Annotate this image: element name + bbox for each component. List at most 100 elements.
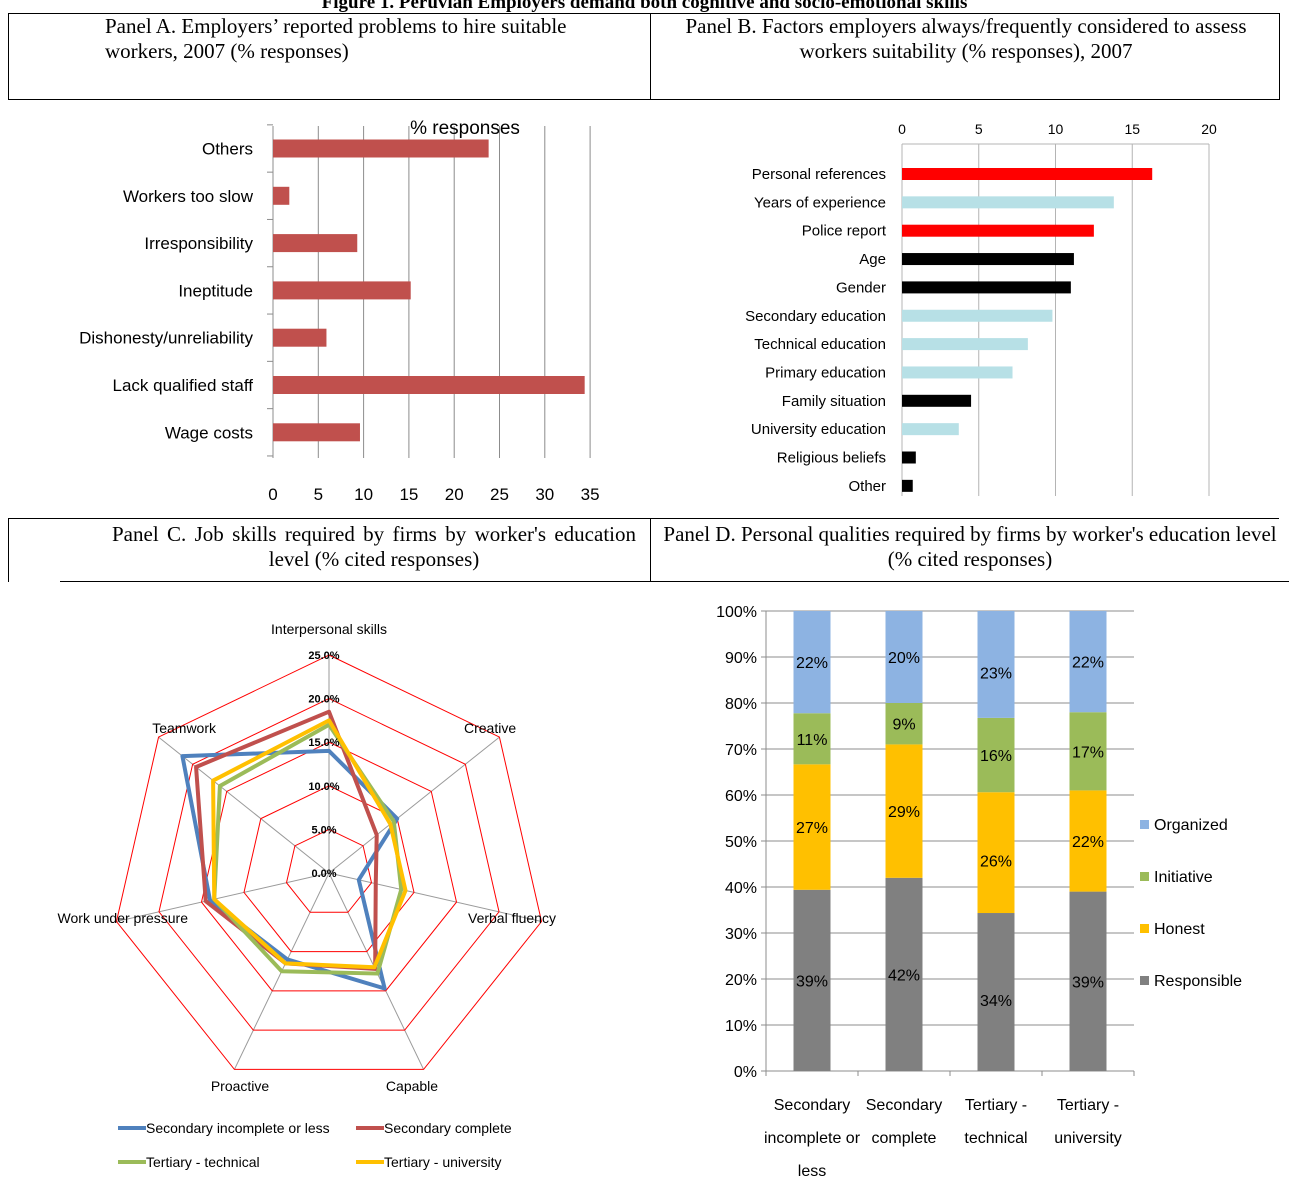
legend-label: Initiative — [1154, 869, 1213, 886]
data-label: 27% — [796, 820, 828, 837]
radar-series — [212, 722, 404, 976]
legend-swatch — [1140, 872, 1149, 881]
bar — [902, 281, 1071, 294]
category-label: Technical education — [754, 336, 886, 353]
y-tick-label: 100% — [716, 604, 757, 621]
radar-ring — [200, 741, 458, 992]
bar — [902, 309, 1053, 322]
bar — [273, 423, 360, 442]
bar — [902, 253, 1074, 266]
category-label: Primary education — [765, 364, 886, 381]
bar — [902, 338, 1028, 351]
category-label: Tertiary -technical — [964, 1097, 1027, 1147]
y-tick-label: 10% — [725, 1018, 757, 1035]
table-rule-middle-cd — [650, 518, 651, 582]
x-tick-label: 15 — [1124, 121, 1140, 137]
category-label: Secondary complete — [866, 1097, 943, 1147]
category-label: Other — [848, 478, 886, 495]
category-label: Irresponsibility — [144, 234, 253, 253]
x-tick-label: 10 — [354, 485, 373, 504]
panel-b-title: Panel B. Factors employers always/freque… — [685, 14, 1247, 63]
legend-label: Secondary complete — [384, 1120, 512, 1136]
category-label: Tertiary -university — [1054, 1097, 1122, 1147]
legend-swatch — [1140, 924, 1149, 933]
data-label: 42% — [888, 967, 920, 984]
x-tick-label: 0 — [268, 485, 277, 504]
x-tick-label: 10 — [1048, 121, 1064, 137]
bar — [273, 376, 585, 394]
x-tick-label: 5 — [975, 121, 983, 137]
bar-segment — [1069, 712, 1107, 791]
r-tick-label: 20.0% — [308, 694, 339, 706]
y-tick-label: 50% — [725, 834, 757, 851]
bar-segment — [1069, 611, 1107, 713]
data-label: 26% — [980, 854, 1012, 871]
bar-segment — [793, 713, 831, 765]
data-label: 29% — [888, 804, 920, 821]
y-tick-label: 40% — [725, 880, 757, 897]
chart-title: % responses — [410, 118, 520, 139]
table-rule-right — [1279, 13, 1280, 100]
bar — [902, 168, 1153, 180]
radar-ring — [115, 654, 543, 1070]
r-tick-label: 5.0% — [311, 824, 336, 836]
data-label: 16% — [980, 748, 1012, 765]
legend-swatch — [1140, 820, 1149, 829]
y-tick-label: 80% — [725, 696, 757, 713]
x-tick-label: 20 — [1201, 121, 1217, 137]
category-label: Gender — [836, 279, 886, 296]
data-label: 9% — [892, 717, 915, 734]
x-tick-label: 0 — [898, 121, 906, 137]
bar — [902, 196, 1114, 209]
legend-label: Organized — [1154, 817, 1228, 834]
x-tick-label: 5 — [314, 485, 323, 504]
table-rule-left-cd — [8, 518, 9, 582]
bar-segment — [793, 764, 831, 890]
radar-ring — [285, 828, 373, 913]
figure-title: Figure 1. Peruvian Employers demand both… — [321, 0, 968, 13]
category-label: Police report — [802, 223, 887, 240]
bar — [902, 394, 972, 407]
bar-segment — [1069, 790, 1107, 892]
axis-label: Interpersonal skills — [271, 621, 387, 637]
bar-segment — [885, 611, 923, 703]
panel-b-chart: 0 5 10 15 20 Personal references Years of expe… — [745, 121, 1217, 496]
bar — [902, 366, 1013, 379]
table-rule-middle-ab — [650, 13, 651, 100]
category-label: Lack qualified staff — [113, 376, 254, 395]
y-tick-label: 70% — [725, 742, 757, 759]
category-label: Family situation — [782, 393, 886, 410]
category-label: Ineptitude — [178, 281, 253, 300]
category-label: Wage costs — [165, 423, 253, 442]
bar — [273, 328, 327, 347]
data-label: 22% — [796, 655, 828, 672]
axis-label: Work under pressure — [58, 910, 189, 926]
axis-label: Teamwork — [152, 720, 217, 736]
radar-spoke — [328, 736, 500, 874]
table-rule-left — [8, 13, 9, 100]
category-label: Secondary incomplete or less — [764, 1097, 861, 1180]
bar — [273, 234, 358, 253]
y-tick-label: 90% — [725, 650, 757, 667]
x-tick-label: 15 — [399, 485, 418, 504]
category-label: Secondary education — [745, 308, 886, 325]
radar-spoke — [158, 736, 330, 874]
table-rule-cd-bottom — [60, 581, 1289, 582]
category-label: Workers too slow — [123, 187, 254, 206]
table-rule-ab-bottom — [8, 99, 1279, 100]
data-label: 17% — [1072, 744, 1104, 761]
axis-label: Proactive — [211, 1078, 270, 1094]
y-tick-label: 20% — [725, 972, 757, 989]
y-tick-label: 30% — [725, 926, 757, 943]
y-tick-label: 60% — [725, 788, 757, 805]
legend-label: Secondary incomplete or less — [146, 1120, 330, 1136]
bar — [273, 186, 290, 205]
y-tick-label: 0% — [734, 1064, 757, 1081]
bar-segment — [977, 792, 1015, 914]
r-tick-label: 15.0% — [308, 737, 339, 749]
legend-label: Tertiary - technical — [146, 1154, 260, 1170]
bar — [902, 451, 916, 464]
bar-segment — [885, 703, 923, 745]
radar-ring — [243, 785, 415, 953]
data-label: 39% — [796, 973, 828, 990]
